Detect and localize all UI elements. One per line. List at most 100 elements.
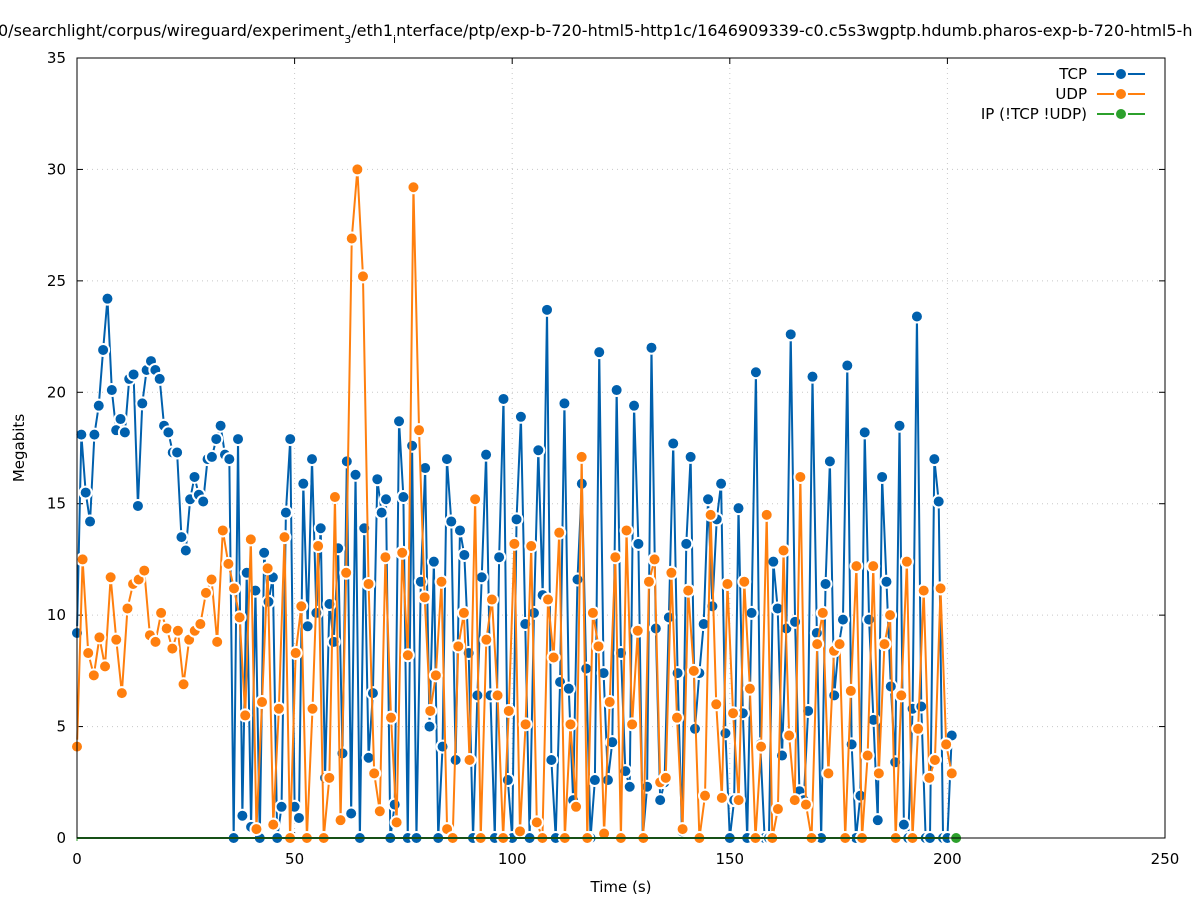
data-point — [479, 632, 494, 647]
data-point — [775, 748, 790, 763]
data-point — [933, 581, 948, 596]
data-point — [931, 494, 946, 509]
data-point — [305, 452, 320, 467]
data-point — [283, 432, 298, 447]
data-point — [271, 701, 286, 716]
data-point — [435, 739, 450, 754]
data-point — [658, 770, 673, 785]
data-point — [490, 688, 505, 703]
data-point — [235, 808, 250, 823]
data-point — [344, 806, 359, 821]
data-point — [664, 565, 679, 580]
data-point — [277, 530, 292, 545]
y-tick-label: 10 — [47, 606, 66, 624]
data-point — [696, 617, 711, 632]
data-point — [759, 507, 774, 522]
data-point — [579, 661, 594, 676]
x-tick-label: 0 — [72, 850, 82, 868]
data-point — [805, 369, 820, 384]
data-point — [574, 449, 589, 464]
title-part: /eth1 — [351, 21, 393, 40]
y-tick-label: 0 — [56, 829, 66, 847]
data-point — [726, 706, 741, 721]
data-point — [871, 766, 886, 781]
data-point — [126, 367, 141, 382]
chart-title: 0/searchlight/corpus/wireguard/experimen… — [0, 21, 1192, 46]
data-point — [288, 646, 303, 661]
data-point — [870, 813, 885, 828]
data-point — [405, 438, 420, 453]
data-point — [709, 697, 724, 712]
legend-label: UDP — [1055, 85, 1087, 103]
legend-item: IP (!TCP !UDP) — [981, 105, 1145, 123]
x-tick-label: 150 — [715, 850, 744, 868]
data-point — [818, 576, 833, 591]
data-point — [209, 432, 224, 447]
legend: TCP UDP IP (!TCP !UDP) — [981, 65, 1145, 123]
data-point — [378, 550, 393, 565]
data-point — [513, 409, 528, 424]
y-tick-label: 25 — [47, 272, 66, 290]
data-point — [260, 561, 275, 576]
data-point — [563, 717, 578, 732]
data-point — [675, 822, 690, 837]
data-point — [561, 681, 576, 696]
data-point — [683, 449, 698, 464]
data-point — [222, 452, 237, 467]
data-point — [857, 425, 872, 440]
data-point — [783, 327, 798, 342]
data-point — [843, 683, 858, 698]
data-point — [255, 695, 270, 710]
title-part: nterface/ptp/exp-b-720-html5-http1c/1646… — [396, 21, 1192, 40]
y-tick-label: 20 — [47, 383, 66, 401]
data-point — [509, 512, 524, 527]
data-point — [600, 773, 615, 788]
data-point — [130, 498, 145, 513]
data-point — [492, 550, 507, 565]
data-point — [552, 525, 567, 540]
data-point — [137, 563, 152, 578]
data-point — [744, 605, 759, 620]
data-point — [909, 309, 924, 324]
data-point — [507, 536, 522, 551]
data-point — [501, 703, 516, 718]
title-part: 3 — [344, 33, 351, 46]
data-point — [452, 523, 467, 538]
data-point — [422, 719, 437, 734]
data-point — [666, 436, 681, 451]
data-point — [100, 291, 115, 306]
legend-marker — [1114, 87, 1128, 101]
data-point — [113, 412, 128, 427]
legend-item: UDP — [1055, 85, 1145, 103]
data-point — [776, 543, 791, 558]
data-point — [96, 342, 111, 357]
data-point — [927, 753, 942, 767]
data-point — [587, 773, 602, 788]
data-point — [557, 396, 572, 411]
data-point — [754, 739, 769, 754]
data-point — [698, 788, 713, 803]
data-point — [384, 710, 399, 725]
data-point — [278, 505, 293, 520]
data-point — [630, 623, 645, 638]
legend-label: TCP — [1058, 65, 1087, 83]
data-point — [479, 447, 494, 462]
data-point — [703, 507, 718, 522]
data-point — [457, 547, 472, 562]
grid — [76, 57, 1166, 839]
data-point — [879, 574, 894, 589]
data-point — [92, 630, 107, 645]
data-point — [249, 822, 264, 837]
data-point — [679, 536, 694, 551]
data-point — [569, 799, 584, 814]
data-point — [313, 521, 328, 536]
data-point — [274, 799, 289, 814]
data-point — [266, 817, 281, 832]
y-tick-label: 30 — [47, 160, 66, 178]
data-point — [787, 793, 802, 808]
legend-item: TCP — [1058, 65, 1145, 83]
x-tick-label: 250 — [1151, 850, 1180, 868]
data-point — [170, 623, 185, 638]
data-point — [389, 815, 404, 830]
data-point — [625, 717, 640, 732]
